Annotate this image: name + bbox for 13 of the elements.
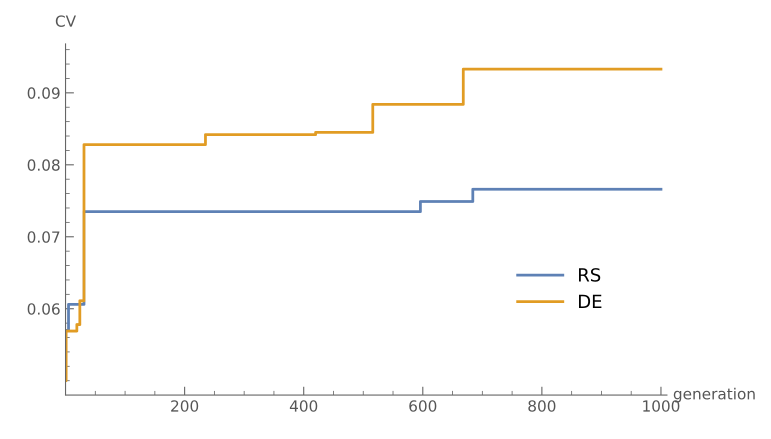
x-tick-label: 400 bbox=[290, 400, 318, 412]
y-tick-label: 0.08 bbox=[28, 159, 60, 171]
y-axis-title: CV bbox=[56, 15, 76, 27]
x-axis-title: generation bbox=[674, 388, 755, 402]
x-tick-label: 800 bbox=[528, 400, 556, 412]
y-tick-label: 0.07 bbox=[28, 231, 60, 243]
y-tick-label: 0.06 bbox=[28, 303, 60, 315]
legend-label: RS bbox=[579, 268, 600, 282]
y-tick-label: 0.09 bbox=[28, 87, 60, 99]
x-tick-label: 1000 bbox=[643, 400, 680, 412]
legend-label: DE bbox=[579, 294, 602, 308]
x-tick-label: 600 bbox=[409, 400, 436, 412]
x-tick-label: 200 bbox=[171, 400, 198, 412]
